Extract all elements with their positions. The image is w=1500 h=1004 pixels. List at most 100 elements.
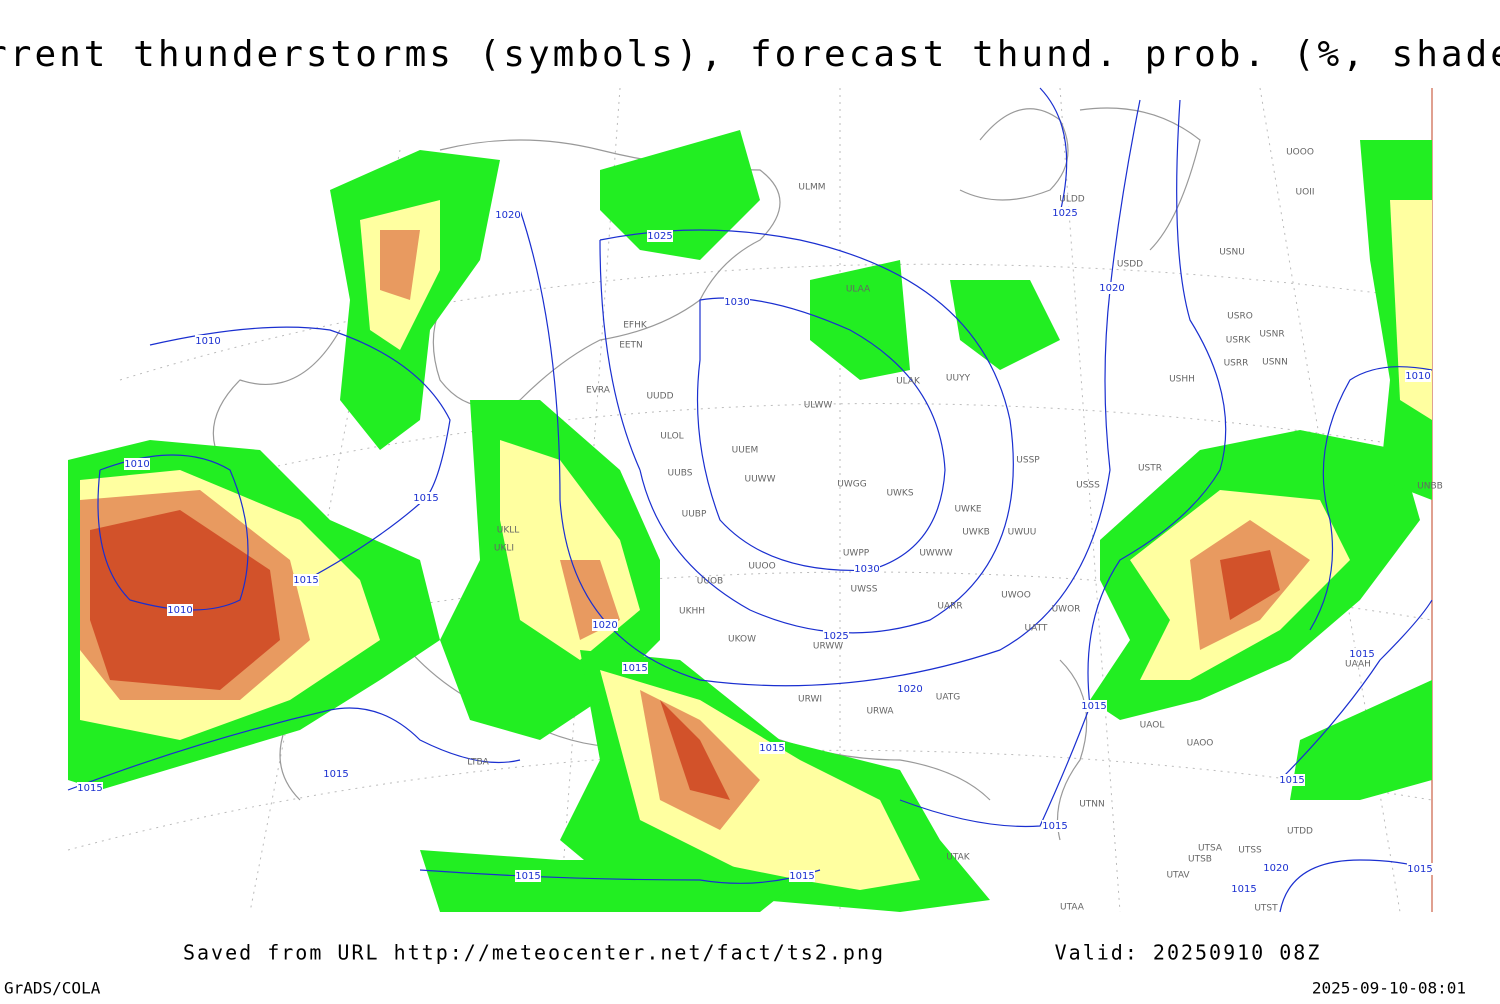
- isobar-label: 1015: [1407, 864, 1432, 875]
- shaded-area: [380, 230, 420, 300]
- station-code: UKHH: [679, 607, 705, 617]
- shaded-area: [810, 260, 910, 380]
- isobar-label: 1015: [622, 663, 647, 674]
- station-code: UAOO: [1187, 739, 1214, 749]
- station-code: UWOO: [1001, 591, 1031, 601]
- station-code: UATG: [936, 693, 961, 703]
- isobar-label: 1015: [413, 493, 438, 504]
- isobar-label: 1025: [647, 231, 672, 242]
- isobar: [599, 239, 641, 471]
- isobar-label-bg: [167, 604, 193, 616]
- station-code: UUYY: [946, 374, 971, 384]
- isobar-label-bg: [124, 458, 150, 470]
- isobar-label-bg: [1349, 648, 1375, 660]
- isobar-label-bg: [413, 492, 439, 504]
- source-url: Saved from URL http://meteocenter.net/fa…: [183, 941, 885, 965]
- shaded-area: [1290, 680, 1432, 800]
- station-code: USRO: [1227, 312, 1253, 322]
- station-code: USHH: [1169, 375, 1195, 385]
- isobar-label-bg: [495, 209, 521, 221]
- isobar-label-bg: [823, 630, 849, 642]
- station-code: ULAK: [896, 377, 921, 387]
- station-code: ULOL: [660, 432, 683, 442]
- station-code: URWI: [798, 695, 822, 705]
- station-code: ULMM: [798, 183, 825, 193]
- station-code: USSS: [1076, 481, 1100, 491]
- isobar: [97, 454, 249, 611]
- isobar-label-bg: [1052, 207, 1078, 219]
- station-code: UTNN: [1079, 800, 1105, 810]
- isobar-label: 1015: [1279, 775, 1304, 786]
- station-code: ULAA: [846, 285, 871, 295]
- isobars: [67, 87, 1433, 913]
- isobar: [519, 99, 1141, 687]
- station-code: UWKE: [954, 505, 981, 515]
- station-code: UTSA: [1198, 844, 1223, 854]
- shaded-area: [950, 280, 1060, 370]
- isobar: [1279, 599, 1433, 781]
- graticule-line: [1059, 87, 1121, 913]
- isobar-label: 1020: [1263, 863, 1288, 874]
- station-code: LTBA: [467, 758, 489, 768]
- shaded-area: [90, 510, 280, 690]
- shaded-area: [600, 130, 760, 260]
- isobar-label: 1020: [1099, 283, 1124, 294]
- isobar-label-bg: [1405, 370, 1431, 382]
- coastline: [959, 108, 1069, 201]
- isobar-label: 1015: [515, 871, 540, 882]
- station-code: EFHK: [623, 321, 648, 331]
- station-code: UUBS: [668, 469, 693, 479]
- isobar-label-bg: [622, 662, 648, 674]
- station-code: UWPP: [843, 549, 870, 559]
- station-code: UUDD: [646, 392, 673, 402]
- isobar-label-bg: [1279, 774, 1305, 786]
- station-code: UUEM: [732, 446, 759, 456]
- isobar-label-bg: [1231, 883, 1257, 895]
- isobar: [419, 869, 821, 884]
- isobar-label-bg: [515, 870, 541, 882]
- isobar-label-bg: [789, 870, 815, 882]
- station-code: UUBP: [682, 510, 707, 520]
- software-credit: GrADS/COLA: [4, 979, 101, 998]
- isobar-label-bg: [647, 230, 673, 242]
- station-code: USSP: [1016, 456, 1040, 466]
- station-code: UTDD: [1287, 827, 1313, 837]
- station-code: UTSB: [1188, 855, 1212, 865]
- station-code: UKOW: [728, 635, 756, 645]
- isobar-label-bg: [1099, 282, 1125, 294]
- station-code: URWW: [813, 642, 843, 652]
- isobar-label: 1015: [1231, 884, 1256, 895]
- isobar-label: 1015: [323, 769, 348, 780]
- station-code: UATT: [1025, 624, 1048, 634]
- isobar: [696, 297, 946, 572]
- station-code: UWOR: [1052, 605, 1081, 615]
- isobar-label: 1015: [1042, 821, 1067, 832]
- station-code: USRK: [1226, 336, 1252, 346]
- graticule-line: [119, 263, 1433, 381]
- isobar-label: 1015: [1081, 701, 1106, 712]
- station-code: UWUU: [1008, 528, 1037, 538]
- isobar-label: 1010: [167, 605, 192, 616]
- station-code: UWKB: [962, 528, 990, 538]
- isobar-label-bg: [77, 782, 103, 794]
- station-code: USNN: [1262, 358, 1288, 368]
- isobar: [1309, 366, 1433, 631]
- isobar-label-bg: [897, 683, 923, 695]
- station-code: USDD: [1117, 260, 1143, 270]
- isobar-label: 1030: [724, 297, 749, 308]
- probability-shading: [68, 130, 1432, 912]
- station-code: USRR: [1224, 359, 1249, 369]
- station-code: EVRA: [586, 386, 611, 396]
- station-code: ULWW: [804, 401, 833, 411]
- station-code: UNBB: [1417, 482, 1443, 492]
- isobar-label: 1020: [897, 684, 922, 695]
- isobar-label: 1015: [789, 871, 814, 882]
- valid-time: Valid: 20250910 08Z: [1055, 941, 1322, 965]
- coastline: [432, 139, 781, 408]
- isobar-label: 1010: [1405, 371, 1430, 382]
- isobar-label-bg: [1042, 820, 1068, 832]
- shaded-area: [420, 850, 800, 912]
- isobar-label-bg: [1263, 862, 1289, 874]
- isobar-label-bg: [854, 563, 880, 575]
